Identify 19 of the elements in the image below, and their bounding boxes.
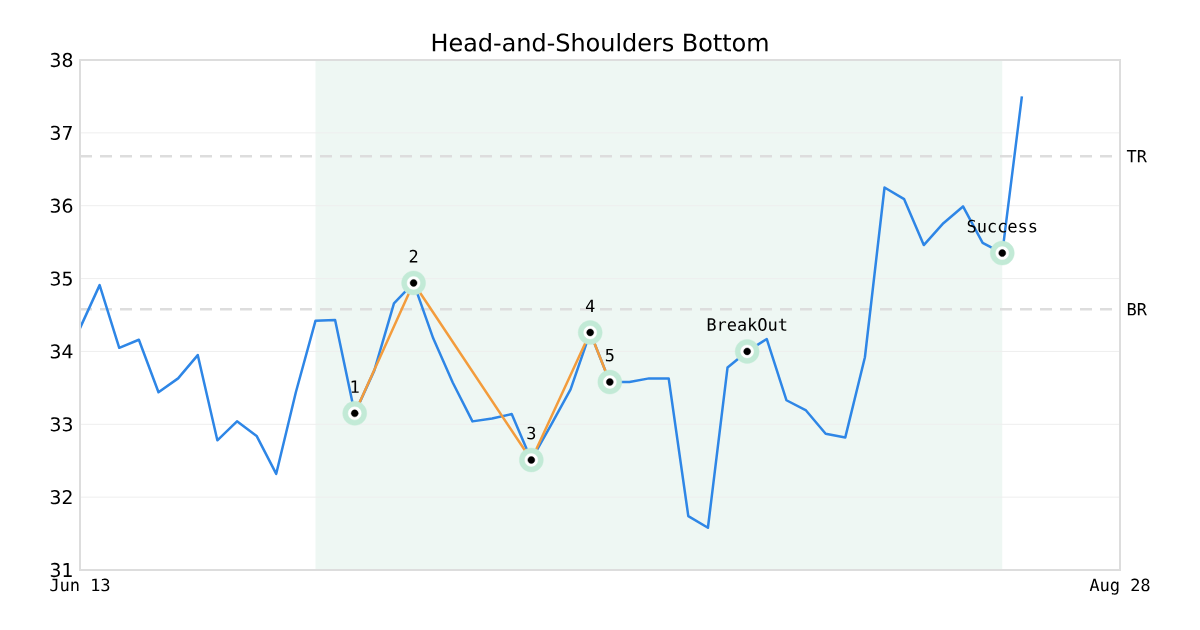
annotation: BreakOut bbox=[707, 317, 787, 331]
y-tick-label: 37 bbox=[50, 125, 72, 141]
annotation: 5 bbox=[605, 348, 614, 362]
y-tick-label: 35 bbox=[50, 271, 72, 286]
annotation: 3 bbox=[527, 426, 536, 440]
chart-title: Head-and-Shoulders Bottom bbox=[432, 33, 768, 52]
y-tick-label: 33 bbox=[50, 417, 72, 432]
x-tick-label: Aug 28 bbox=[1089, 578, 1150, 595]
annotation: 1 bbox=[351, 380, 359, 393]
ref-line-label: TR bbox=[1126, 150, 1147, 163]
annotation: 4 bbox=[585, 299, 595, 312]
y-tick-label: 31 bbox=[50, 562, 72, 578]
x-tick-label: Jun 13 bbox=[50, 578, 110, 592]
y-tick-label: 36 bbox=[50, 198, 73, 213]
y-tick-label: 32 bbox=[50, 489, 72, 505]
ref-line-label: BR bbox=[1127, 303, 1147, 316]
y-tick-label: 38 bbox=[50, 52, 73, 68]
annotation: 2 bbox=[409, 249, 418, 263]
y-tick-label: 34 bbox=[50, 344, 73, 359]
